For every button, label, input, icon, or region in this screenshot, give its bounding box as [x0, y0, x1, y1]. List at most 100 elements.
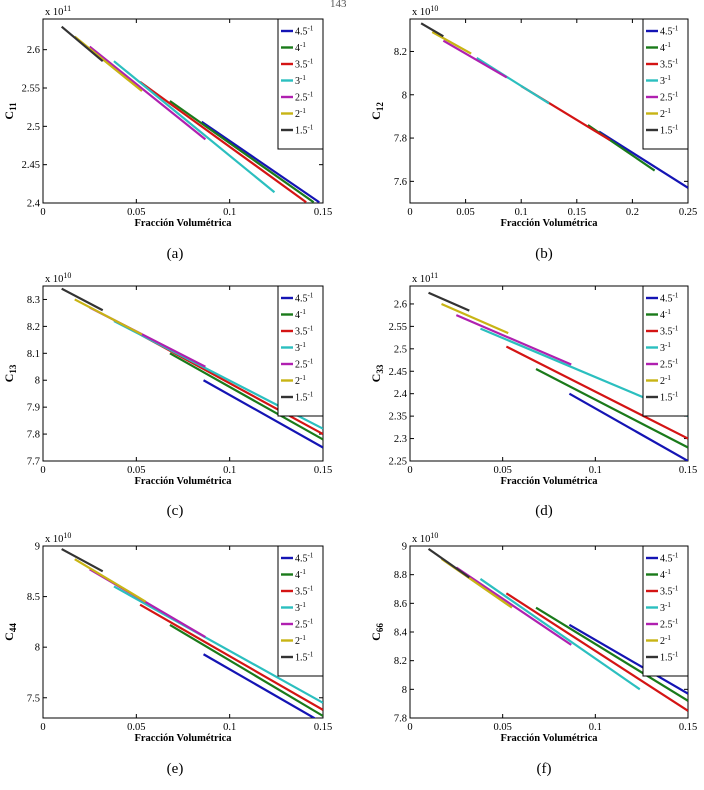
- y-tick-label: 7.9: [27, 403, 40, 414]
- legend-label: 3-1: [295, 601, 306, 614]
- x-axis-label: Fracción Volumétrica: [500, 733, 598, 744]
- series-line: [201, 120, 320, 203]
- x-tick-label: 0.1: [589, 465, 602, 476]
- series-line: [88, 45, 207, 141]
- x-tick-label: 0.15: [314, 722, 332, 733]
- series-line: [598, 130, 688, 189]
- series-line: [455, 314, 572, 366]
- y-tick-label: 2.45: [389, 367, 407, 378]
- legend-label: 3-1: [660, 601, 671, 614]
- x-tick-label: 0.1: [515, 207, 528, 218]
- x-tick-label: 0.15: [314, 465, 332, 476]
- y-tick-label: 8.4: [394, 628, 408, 639]
- axis-exponent: x 1010: [45, 531, 71, 545]
- legend-label: 3-1: [660, 341, 671, 354]
- y-tick-label: 7.7: [27, 457, 40, 468]
- series-line: [455, 566, 572, 646]
- series-line: [169, 100, 315, 203]
- series-line: [441, 302, 509, 335]
- series-line: [169, 623, 323, 717]
- y-axis-label: C44: [2, 623, 18, 641]
- x-tick-label: 0.1: [589, 722, 602, 733]
- y-tick-label: 2.5: [27, 122, 40, 133]
- chart-panel-2: 0 0.05 0.1 0.15 0.2 0.25 7.6 7.8 8 8.2 x 1010 C12 Fr…: [369, 4, 697, 262]
- y-tick-label: 2.4: [27, 199, 41, 210]
- legend-label: 2-1: [660, 374, 671, 387]
- series-line: [139, 603, 323, 711]
- y-tick-label: 2.6: [27, 45, 40, 56]
- x-axis-label: Fracción Volumétrica: [134, 476, 232, 487]
- series-line: [202, 653, 317, 718]
- x-axis-label: Fracción Volumétrica: [500, 218, 598, 229]
- plot-area: [409, 18, 689, 204]
- y-tick-label: 8: [402, 685, 407, 696]
- x-tick-label: 0: [40, 207, 45, 218]
- series-line: [420, 22, 444, 38]
- axis-exponent: x 1010: [412, 531, 438, 545]
- y-tick-label: 8.8: [394, 570, 407, 581]
- x-tick-label: 0: [407, 207, 412, 218]
- page-number: 143: [330, 0, 347, 10]
- chart-panel-4: 0 0.05 0.1 0.15 2.25 2.3 2.35 2.4 2.45 2.5 2.55 2.6…: [369, 271, 697, 519]
- x-tick-label: 0: [407, 722, 412, 733]
- x-tick-label: 0.05: [127, 465, 145, 476]
- y-axis-label: C11: [2, 102, 18, 120]
- legend-label: 2-1: [660, 107, 671, 120]
- y-axis-label: C13: [2, 364, 18, 382]
- x-tick-label: 0.15: [568, 207, 586, 218]
- series-line: [169, 352, 323, 441]
- y-axis-label: C33: [369, 364, 385, 382]
- axis-exponent: x 1010: [45, 271, 71, 285]
- legend-box: [277, 285, 324, 417]
- series-line: [61, 287, 104, 312]
- y-tick-label: 9: [35, 542, 40, 553]
- axis-exponent: x 1011: [412, 271, 438, 285]
- series-line: [505, 345, 688, 440]
- y-tick-label: 8: [35, 376, 40, 387]
- y-tick-label: 7.8: [27, 430, 40, 441]
- x-axis-label: Fracción Volumétrica: [134, 218, 232, 229]
- series-line: [113, 585, 323, 704]
- y-tick-label: 8.5: [27, 592, 40, 603]
- series-line: [568, 392, 688, 461]
- y-tick-label: 8.2: [27, 322, 40, 333]
- y-tick-label: 2.5: [394, 344, 407, 355]
- series-line: [568, 623, 688, 695]
- x-tick-label: 0.15: [679, 465, 697, 476]
- x-tick-label: 0: [40, 465, 45, 476]
- x-tick-label: 0.1: [223, 722, 236, 733]
- legend-label: 4-1: [660, 308, 671, 321]
- y-tick-label: 2.45: [22, 160, 40, 171]
- series-line: [113, 60, 276, 194]
- legend-box: [642, 285, 689, 417]
- x-tick-label: 0.05: [493, 465, 511, 476]
- legend-label: 2-1: [295, 107, 306, 120]
- series-line: [60, 25, 104, 63]
- axis-exponent: x 1010: [412, 4, 438, 18]
- panel-caption: (b): [535, 246, 553, 262]
- series-line: [535, 606, 688, 702]
- panel-caption: (e): [167, 761, 184, 777]
- legend-label: 4-1: [295, 568, 306, 581]
- series-line: [74, 558, 147, 603]
- panel-caption: (f): [537, 761, 552, 777]
- legend-box: [642, 545, 689, 677]
- legend-label: 2-1: [660, 634, 671, 647]
- x-axis-label: Fracción Volumétrica: [134, 733, 232, 744]
- x-tick-label: 0.05: [493, 722, 511, 733]
- chart-panel-5: 0 0.05 0.1 0.15 7.5 8 8.5 9 x 1010 C44 Fracción Vo…: [2, 531, 332, 777]
- y-tick-label: 8.3: [27, 295, 40, 306]
- legend-label: 4-1: [660, 41, 671, 54]
- series-line: [505, 592, 688, 712]
- x-axis-label: Fracción Volumétrica: [500, 476, 598, 487]
- x-tick-label: 0.15: [314, 207, 332, 218]
- series-line: [476, 57, 550, 105]
- y-tick-label: 2.55: [22, 84, 40, 95]
- series-line: [431, 31, 472, 55]
- plot-area: [409, 545, 689, 719]
- legend-label: 2-1: [295, 634, 306, 647]
- y-tick-label: 2.3: [394, 434, 407, 445]
- y-tick-label: 7.8: [394, 714, 407, 725]
- y-tick-label: 8.2: [394, 47, 407, 58]
